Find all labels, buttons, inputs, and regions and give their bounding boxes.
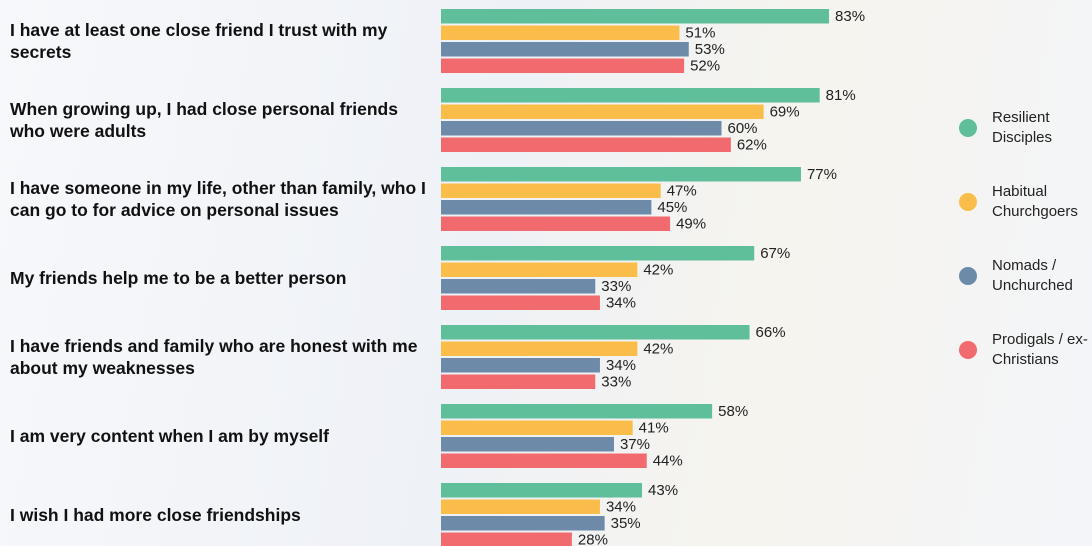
bar: [441, 516, 605, 531]
data-label: 81%: [826, 87, 856, 104]
category-label: My friends help me to be a better person: [10, 268, 347, 288]
category-label: I have friends and family who are honest…: [10, 336, 418, 378]
legend-label: Nomads / Unchurched: [992, 257, 1073, 294]
data-label: 35%: [611, 515, 641, 532]
bar: [441, 453, 647, 468]
category-label: I have at least one close friend I trust…: [10, 20, 388, 62]
legend-label: Prodigals / ex-Christians: [992, 331, 1088, 368]
bar: [441, 341, 638, 356]
bar: [441, 9, 830, 24]
data-label: 37%: [620, 436, 650, 453]
data-label: 69%: [770, 104, 800, 121]
data-label: 33%: [601, 278, 631, 295]
legend-marker: [959, 341, 977, 359]
data-label: 34%: [606, 499, 636, 516]
data-label: 52%: [690, 58, 720, 75]
bar: [441, 167, 801, 182]
bar: [441, 437, 614, 452]
bar: [441, 262, 638, 277]
bar: [441, 25, 680, 40]
data-label: 51%: [685, 25, 715, 42]
data-label: 44%: [653, 453, 683, 470]
bar: [441, 246, 755, 261]
bar: [441, 295, 600, 310]
bar: [441, 183, 661, 198]
bar: [441, 200, 652, 215]
data-label: 49%: [676, 216, 706, 233]
data-label: 43%: [648, 482, 678, 499]
data-label: 62%: [737, 137, 767, 154]
bar: [441, 374, 596, 389]
bar: [441, 88, 820, 103]
bar: [441, 279, 596, 294]
data-label: 45%: [657, 199, 687, 216]
bar: [441, 420, 633, 435]
bar: [441, 104, 764, 119]
legend-marker: [959, 193, 977, 211]
data-label: 34%: [606, 357, 636, 374]
bar: [441, 404, 713, 419]
data-label: 42%: [643, 262, 673, 279]
data-label: 34%: [606, 295, 636, 312]
data-label: 60%: [728, 120, 758, 137]
data-label: 47%: [667, 183, 697, 200]
bar: [441, 137, 731, 152]
bar: [441, 121, 722, 136]
data-label: 83%: [835, 8, 865, 25]
legend-marker: [959, 267, 977, 285]
category-label: When growing up, I had close personal fr…: [10, 99, 398, 141]
data-label: 58%: [718, 403, 748, 420]
bar: [441, 532, 572, 546]
bar: [441, 58, 685, 73]
bar: [441, 42, 689, 57]
bar: [441, 358, 600, 373]
data-label: 33%: [601, 374, 631, 391]
bar: [441, 216, 671, 231]
data-label: 28%: [578, 532, 608, 546]
data-label: 42%: [643, 341, 673, 358]
data-label: 41%: [639, 420, 669, 437]
category-label: I am very content when I am by myself: [10, 426, 329, 446]
data-label: 66%: [756, 324, 786, 341]
bar: [441, 325, 750, 340]
category-label: I wish I had more close friendships: [10, 505, 301, 525]
data-label: 67%: [760, 245, 790, 262]
data-label: 77%: [807, 166, 837, 183]
bar: [441, 499, 600, 514]
bar: [441, 483, 643, 498]
legend-label: Resilient Disciples: [992, 109, 1053, 146]
category-label: I have someone in my life, other than fa…: [10, 178, 426, 220]
data-label: 53%: [695, 41, 725, 58]
legend-label: Habitual Churchgoers: [992, 183, 1078, 220]
legend-marker: [959, 119, 977, 137]
